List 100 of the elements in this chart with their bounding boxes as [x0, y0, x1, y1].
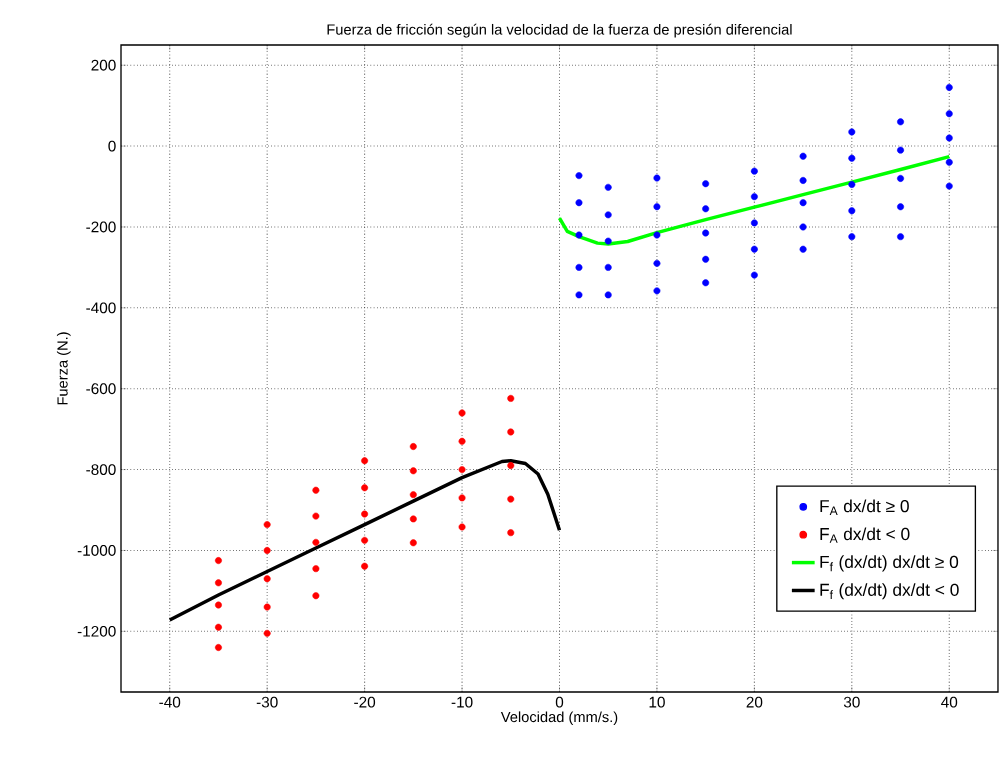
y-tick-label: 0 — [108, 140, 116, 152]
point — [361, 457, 369, 465]
point — [653, 287, 661, 295]
point — [361, 536, 369, 544]
line-series — [557, 154, 951, 246]
point — [750, 271, 758, 279]
point — [263, 629, 271, 637]
point — [458, 409, 466, 417]
point — [214, 579, 222, 587]
x-tick-label: -40 — [159, 696, 181, 708]
point — [799, 199, 807, 207]
point — [312, 486, 320, 494]
point — [897, 233, 905, 241]
y-tick-label: -200 — [86, 221, 116, 233]
point — [702, 255, 710, 263]
point — [575, 231, 583, 239]
point — [750, 193, 758, 201]
point — [702, 205, 710, 213]
legend-label: F$_{f}$ (dx/dt) dx/dt < 0 — [820, 583, 959, 600]
point — [702, 180, 710, 188]
y-tick-label: 200 — [91, 59, 116, 71]
legend-label: F$_{f}$ (dx/dt) dx/dt ≥ 0 — [820, 555, 959, 572]
point — [507, 394, 515, 402]
legend-label: F$_{A}$ dx/dt < 0 — [820, 527, 910, 543]
point — [361, 510, 369, 518]
point — [848, 154, 856, 162]
point — [575, 172, 583, 180]
point — [653, 203, 661, 211]
point — [361, 484, 369, 492]
x-tick-label: -30 — [256, 696, 278, 708]
point — [312, 512, 320, 520]
point — [750, 219, 758, 227]
y-tick-label: -1200 — [77, 625, 116, 637]
y-tick-label: -600 — [86, 383, 116, 395]
point — [409, 539, 417, 547]
point — [604, 263, 612, 271]
point — [848, 207, 856, 215]
point — [507, 462, 515, 470]
point — [507, 529, 515, 537]
point — [750, 245, 758, 253]
point — [409, 515, 417, 523]
point — [458, 437, 466, 445]
point — [507, 428, 515, 436]
point — [799, 245, 807, 253]
point — [750, 167, 758, 175]
chart-title: Fuerza de fricción según la velocidad de la fuerza de presión diferencial — [327, 23, 792, 38]
point — [507, 495, 515, 503]
point — [799, 176, 807, 184]
point — [848, 181, 856, 188]
point — [702, 279, 710, 287]
point — [458, 523, 466, 531]
point — [897, 146, 905, 154]
point — [575, 263, 583, 271]
x-tick-label: 30 — [843, 696, 860, 708]
point — [604, 183, 612, 191]
point — [604, 211, 612, 219]
point — [799, 152, 807, 160]
x-tick-label: -10 — [451, 696, 473, 708]
point — [702, 229, 710, 237]
point — [312, 538, 320, 546]
point — [604, 291, 612, 299]
point — [848, 233, 856, 241]
point — [653, 231, 661, 239]
point — [848, 128, 856, 136]
point — [458, 494, 466, 502]
point — [409, 491, 417, 499]
point — [263, 575, 271, 583]
point — [263, 603, 271, 611]
point — [799, 223, 807, 231]
point — [897, 203, 905, 211]
point — [653, 174, 661, 182]
point — [458, 466, 466, 474]
x-tick-label: 10 — [649, 696, 665, 708]
point — [575, 291, 583, 299]
point — [945, 134, 953, 142]
x-tick-label: 20 — [746, 696, 763, 708]
y-axis-title: Fuerza (N.) — [56, 332, 71, 405]
point — [945, 182, 953, 190]
x-axis-title: Velocidad (mm/s.) — [500, 711, 618, 726]
point — [945, 83, 953, 91]
point — [575, 199, 583, 207]
point — [945, 158, 953, 166]
legend-label: F$_{A}$ dx/dt ≥ 0 — [820, 499, 909, 515]
point — [214, 601, 222, 609]
point — [263, 521, 271, 529]
point — [945, 110, 953, 118]
y-tick-label: -400 — [86, 302, 116, 314]
point — [604, 237, 612, 245]
x-tick-label: 40 — [941, 696, 958, 708]
point — [409, 443, 417, 450]
point — [312, 565, 320, 573]
y-tick-label: -1000 — [77, 545, 116, 556]
point — [361, 562, 369, 570]
point — [214, 644, 222, 651]
x-tick-label: 0 — [555, 696, 564, 708]
x-tick-label: -20 — [354, 696, 376, 708]
point — [263, 546, 271, 554]
point — [897, 118, 905, 126]
point — [214, 623, 222, 631]
point — [214, 557, 222, 565]
